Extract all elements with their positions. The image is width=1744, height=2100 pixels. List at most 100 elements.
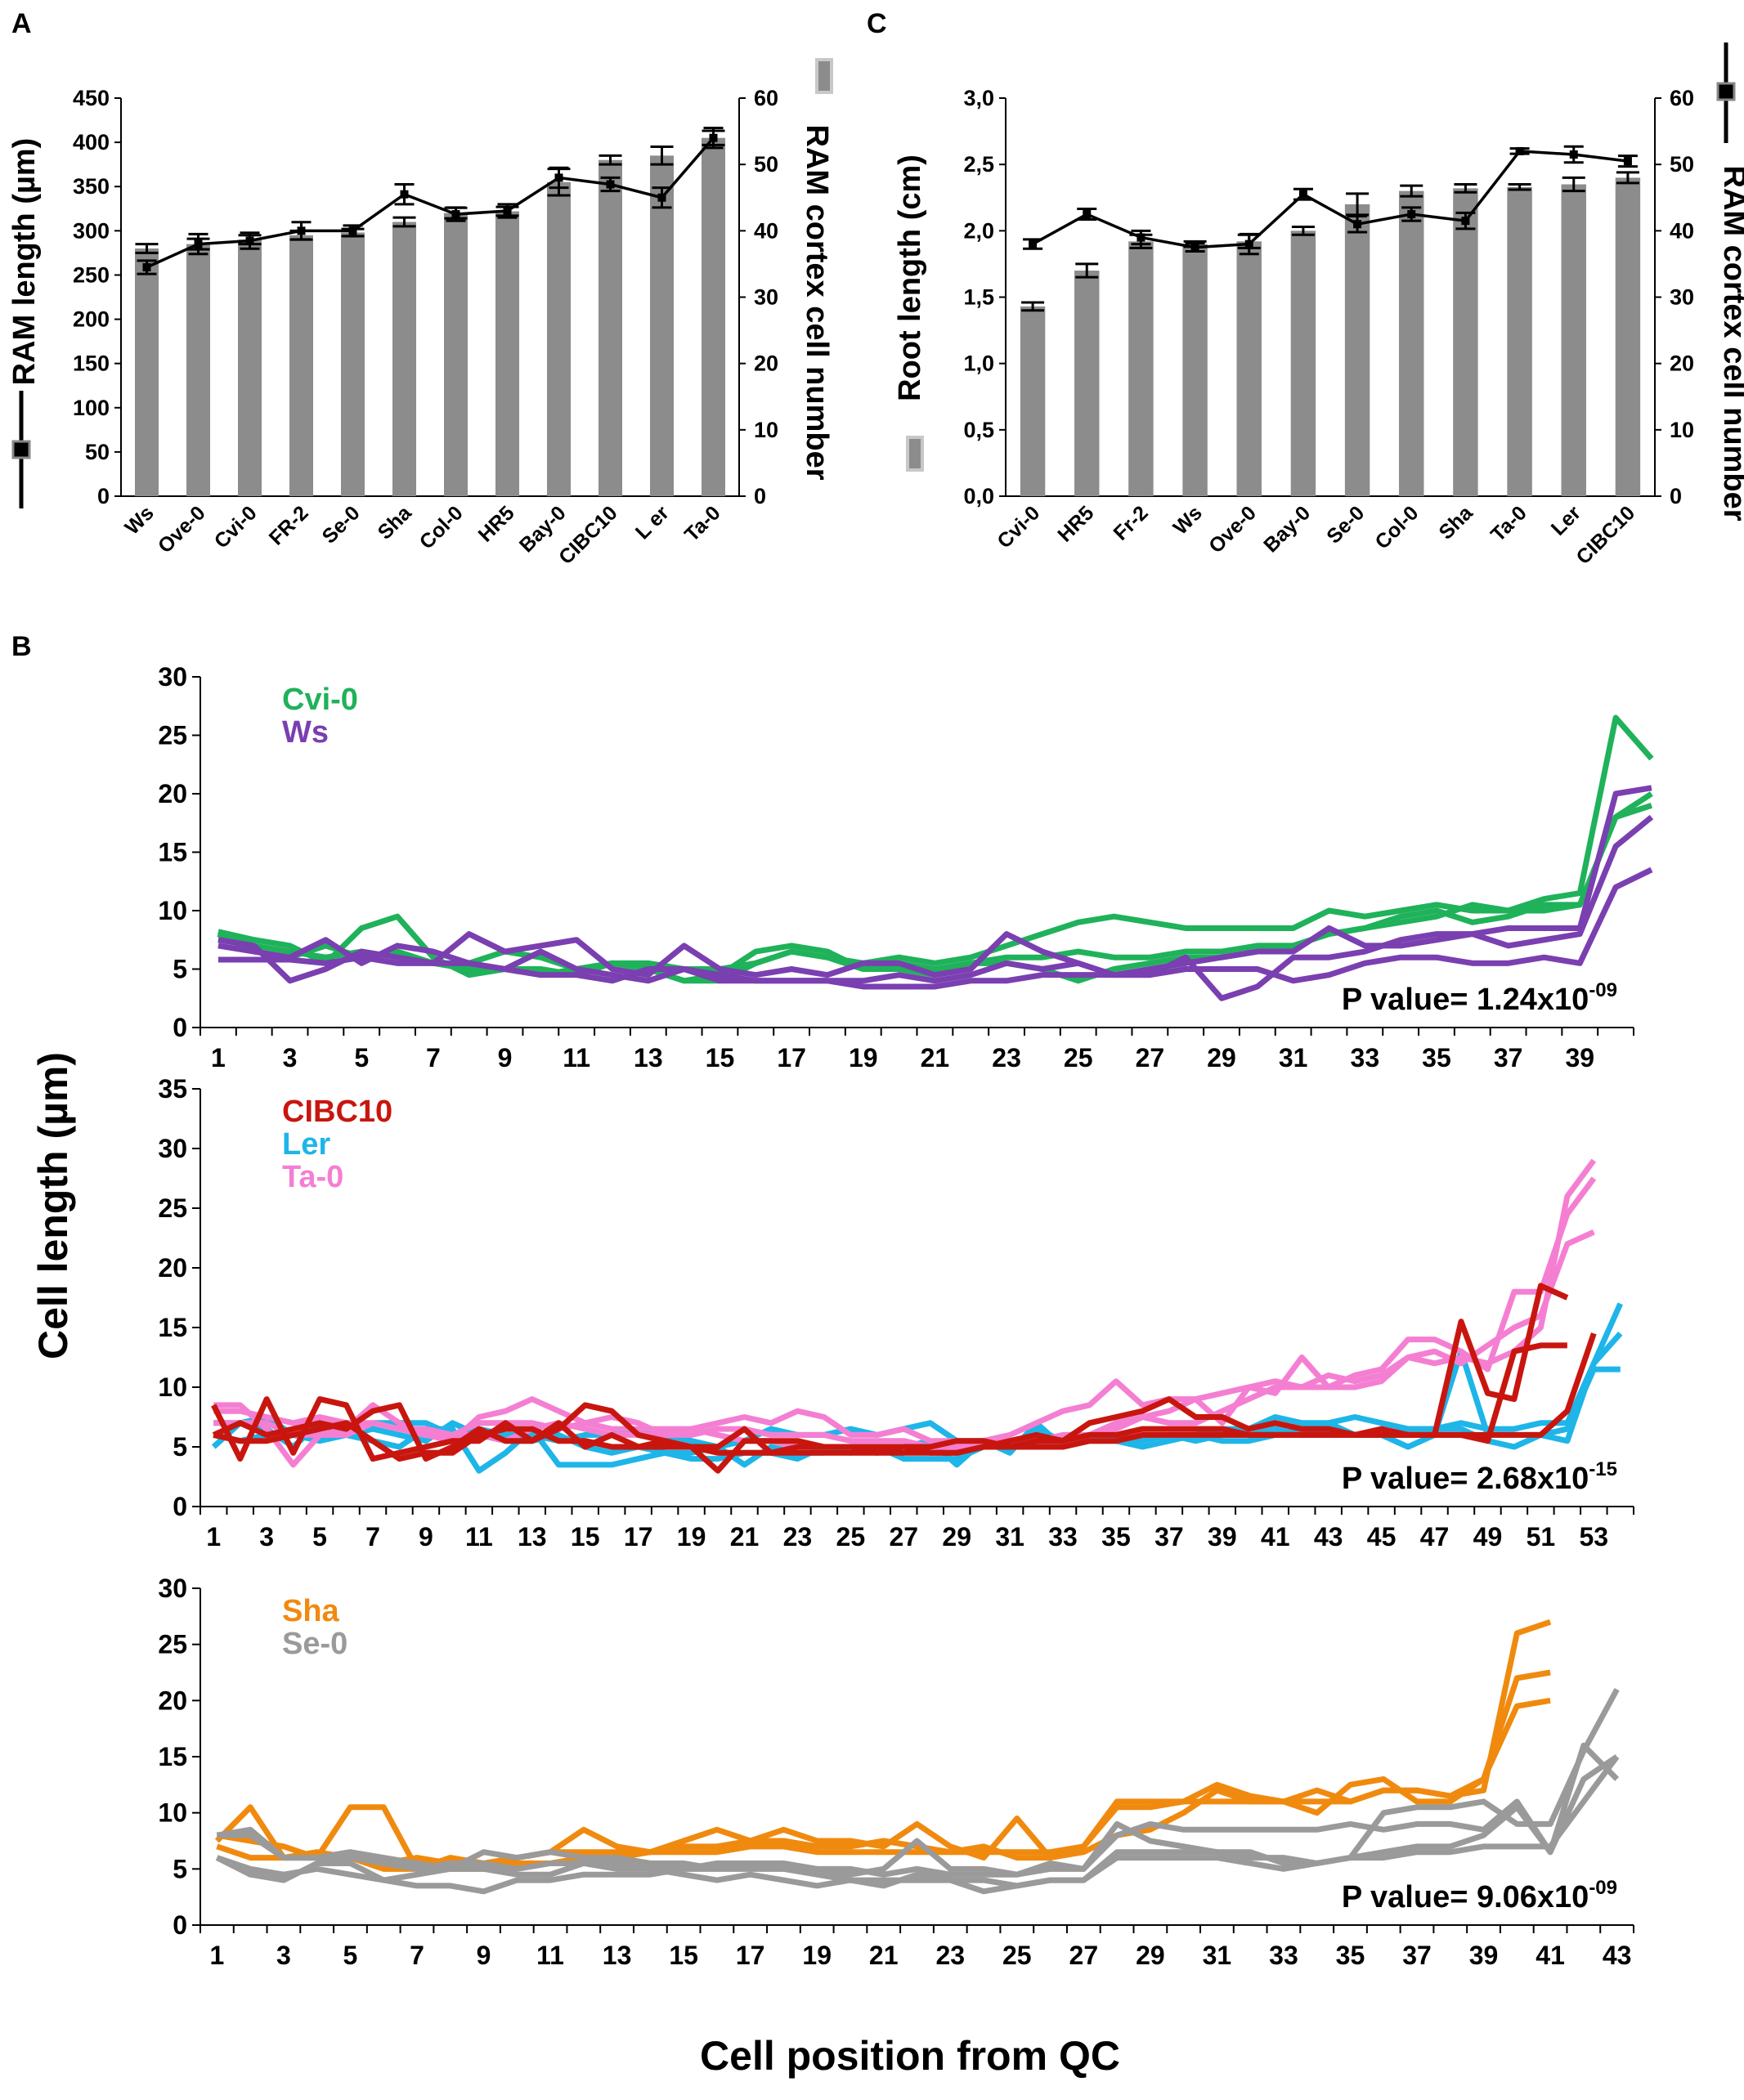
panel-b2-series-line xyxy=(213,1342,1567,1462)
panel-b1-series-line xyxy=(217,802,1652,978)
panel-b1-p-value-exponent: -09 xyxy=(1589,979,1617,1001)
panel-c-bar xyxy=(1344,204,1370,496)
panel-c-line-legend-marker xyxy=(1716,43,1736,143)
panel-c-right-tick-label: 50 xyxy=(1670,152,1694,177)
panel-c-left-tick-label: 1,5 xyxy=(963,285,994,310)
panel-a-line-point xyxy=(503,206,512,215)
panel-b3-p-value-text: P value= 9.06x10 xyxy=(1342,1880,1589,1914)
panel-a-bar xyxy=(547,181,571,497)
panel-b3-x-tick-label: 35 xyxy=(1336,1941,1365,1970)
panel-b2-y-tick-label: 15 xyxy=(158,1313,187,1342)
panel-b2-legend-entry: CIBC10 xyxy=(282,1095,392,1129)
panel-b1-x-tick-label: 39 xyxy=(1565,1043,1594,1072)
panel-b-y-axis-label: Cell length (µm) xyxy=(30,1052,76,1359)
panel-c-line-point xyxy=(1029,240,1038,249)
panel-a-left-tick-label: 0 xyxy=(97,484,110,508)
panel-b3-x-tick-label: 33 xyxy=(1269,1941,1298,1970)
panel-a-right-axis-label: RAM cortex cell number xyxy=(800,125,834,481)
panel-c-line-point xyxy=(1298,190,1307,199)
panel-c-right-tick-label: 0 xyxy=(1670,484,1682,508)
panel-b2-x-tick-label: 15 xyxy=(571,1522,600,1551)
panel-b1-y-tick-label: 0 xyxy=(173,1013,187,1042)
panel-b1-x-tick-label: 33 xyxy=(1351,1043,1380,1072)
panel-b1-series-line xyxy=(217,814,1654,1001)
panel-b-letter: B xyxy=(11,631,32,662)
panel-b2-x-tick-label: 13 xyxy=(518,1522,547,1551)
panel-b3-x-tick-label: 31 xyxy=(1203,1941,1232,1970)
panel-c-line-point xyxy=(1190,243,1199,252)
panel-b3-x-tick-label: 25 xyxy=(1002,1941,1032,1970)
panel-b3-p-value-exponent: -09 xyxy=(1589,1877,1617,1899)
panel-c-right-tick-label: 40 xyxy=(1670,218,1694,243)
panel-b2-y-tick-label: 30 xyxy=(158,1134,187,1163)
panel-a-line-point xyxy=(245,236,254,245)
panel-c-bar xyxy=(1615,177,1641,496)
panel-b2-p-value-text: P value= 2.68x10 xyxy=(1342,1462,1589,1496)
panel-a-line-point xyxy=(709,133,718,142)
panel-c-line-point xyxy=(1461,217,1470,226)
panel-b3-x-tick-label: 23 xyxy=(935,1941,965,1970)
panel-b2-legend-entry: Ta-0 xyxy=(282,1160,343,1194)
panel-c-bar xyxy=(1182,244,1208,496)
panel-a-left-tick-label: 200 xyxy=(73,307,110,332)
panel-a-right-tick-label: 30 xyxy=(754,285,778,310)
panel-b3-x-tick-label: 15 xyxy=(669,1941,698,1970)
panel-b1-legend-entry: Ws xyxy=(282,715,329,750)
panel-a-bar xyxy=(341,232,365,496)
panel-b2-x-tick-label: 51 xyxy=(1527,1522,1556,1551)
panel-a-left-axis-label: RAM length (µm) xyxy=(7,138,42,386)
panel-b3-x-tick-label: 5 xyxy=(343,1941,358,1970)
panel-b3-x-tick-label: 37 xyxy=(1402,1941,1432,1970)
panel-b1-x-tick-label: 29 xyxy=(1207,1043,1236,1072)
panel-a-line-point xyxy=(297,226,306,235)
panel-b3-y-tick-label: 15 xyxy=(158,1742,187,1771)
panel-b2-x-tick-label: 35 xyxy=(1101,1522,1131,1551)
panel-a-line-point xyxy=(554,173,563,182)
panel-b3-x-tick-label: 11 xyxy=(536,1941,564,1970)
panel-c-line-point xyxy=(1353,220,1362,229)
panel-c-right-tick-label: 10 xyxy=(1670,418,1694,442)
panel-b1-x-tick-label: 7 xyxy=(426,1043,441,1072)
panel-b3-series-line xyxy=(217,1742,1620,1878)
panel-b1-y-tick-label: 5 xyxy=(173,955,187,984)
panel-b1-x-tick-label: 25 xyxy=(1064,1043,1093,1072)
panel-a-bar-legend-marker xyxy=(815,58,833,94)
panel-b3-y-tick-label: 5 xyxy=(173,1854,187,1883)
panel-b3-x-tick-label: 41 xyxy=(1536,1941,1565,1970)
panel-b-x-axis-label: Cell position from QC xyxy=(700,2033,1120,2079)
panel-b1-x-tick-label: 5 xyxy=(354,1043,369,1072)
panel-c-left-tick-label: 1,0 xyxy=(963,351,994,376)
panel-b2-series-line xyxy=(211,1283,1569,1474)
panel-b2-p-value: P value= 2.68x10-15 xyxy=(1342,1458,1617,1496)
panel-b1-x-tick-label: 37 xyxy=(1494,1043,1523,1072)
panel-c-bar xyxy=(1290,231,1316,496)
panel-b2-x-tick-label: 23 xyxy=(783,1522,813,1551)
panel-a-bar xyxy=(392,222,416,496)
panel-b2-x-tick-label: 5 xyxy=(312,1522,327,1551)
panel-b1-x-tick-label: 9 xyxy=(498,1043,513,1072)
panel-b3-x-tick-label: 39 xyxy=(1469,1941,1499,1970)
panel-b1-x-tick-label: 31 xyxy=(1279,1043,1308,1072)
panel-a-left-tick-label: 450 xyxy=(73,86,110,110)
panel-b2-x-tick-label: 11 xyxy=(465,1522,493,1551)
panel-b2-x-tick-label: 53 xyxy=(1580,1522,1609,1551)
panel-a-left-tick-label: 150 xyxy=(73,351,110,376)
panel-a-bar xyxy=(238,240,262,496)
panel-b2-x-tick-label: 43 xyxy=(1314,1522,1343,1551)
panel-a-line-point xyxy=(657,193,666,202)
panel-c-left-tick-label: 0,0 xyxy=(963,484,994,508)
panel-c-left-tick-label: 3,0 xyxy=(963,86,994,110)
panel-a-bar xyxy=(135,248,159,496)
panel-b3-x-tick-label: 7 xyxy=(410,1941,424,1970)
panel-b2-x-tick-label: 33 xyxy=(1048,1522,1078,1551)
panel-b1-x-tick-label: 13 xyxy=(634,1043,663,1072)
panel-b1-legend-entry: Cvi-0 xyxy=(282,683,358,717)
panel-b2-x-tick-label: 29 xyxy=(942,1522,971,1551)
panel-b3-legend-entry: Sha xyxy=(282,1594,340,1628)
panel-b2-x-tick-label: 31 xyxy=(995,1522,1024,1551)
panel-a-bar xyxy=(186,244,210,496)
panel-b1-x-tick-label: 19 xyxy=(849,1043,878,1072)
panel-c-right-axis-label: RAM cortex cell number xyxy=(1717,166,1744,522)
